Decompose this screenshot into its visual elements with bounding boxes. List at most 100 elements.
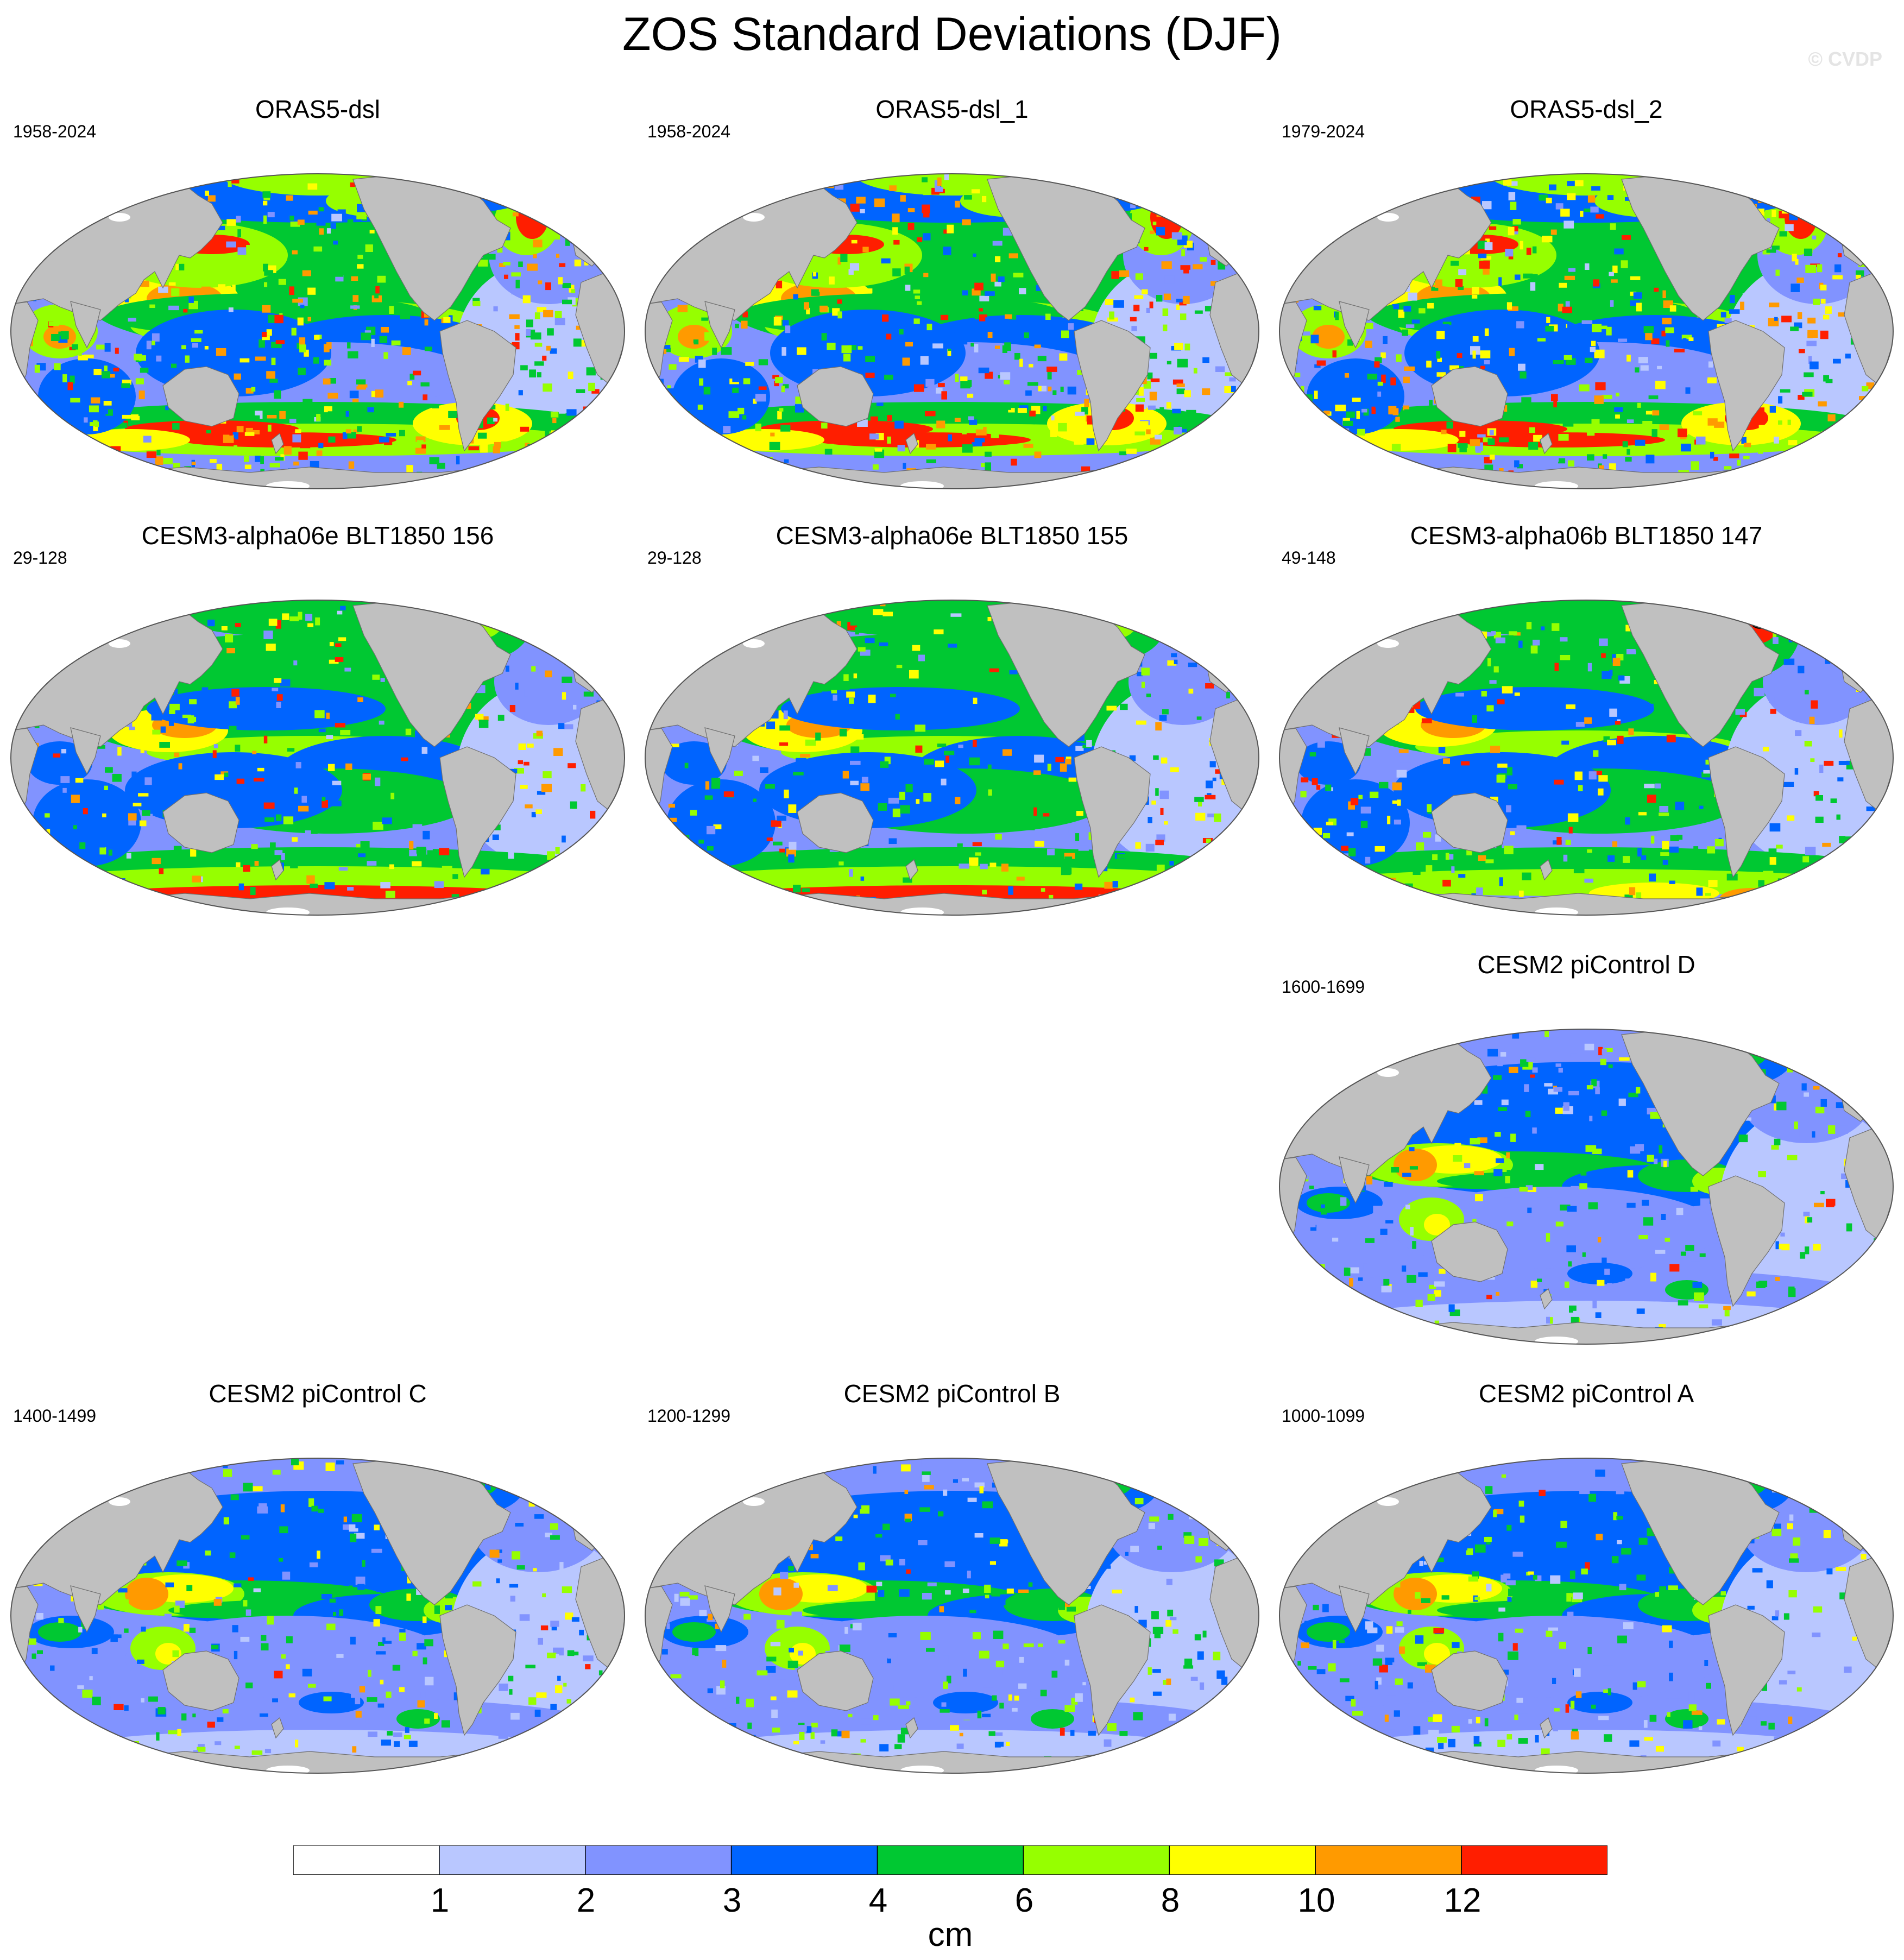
speckle — [128, 318, 136, 322]
speckle — [1410, 474, 1417, 478]
speckle — [847, 1458, 856, 1463]
speckle — [1837, 253, 1842, 257]
speckle — [1207, 814, 1218, 817]
speckle — [1865, 846, 1871, 853]
speckle — [1228, 400, 1234, 407]
speckle — [263, 735, 268, 743]
speckle — [673, 231, 678, 239]
speckle — [1198, 216, 1208, 224]
speckle — [173, 463, 180, 470]
speckle — [1152, 911, 1158, 915]
speckle — [1295, 262, 1301, 270]
panel-title: CESM3-alpha06b BLT1850 147 — [1410, 521, 1763, 550]
speckle — [515, 280, 520, 288]
speckle — [985, 462, 991, 471]
speckle — [1213, 1652, 1221, 1661]
speckle — [1206, 839, 1211, 843]
speckle — [1617, 719, 1621, 723]
speckle — [1763, 747, 1769, 752]
speckle — [1294, 461, 1299, 468]
speckle — [960, 381, 971, 389]
speckle — [1596, 214, 1604, 219]
speckle — [255, 356, 266, 361]
land-greenland — [1751, 601, 1804, 631]
speckle — [855, 627, 859, 635]
speckle — [837, 311, 842, 319]
speckle — [375, 1651, 386, 1655]
speckle — [1724, 466, 1732, 470]
speckle — [1815, 816, 1824, 823]
speckle — [1810, 186, 1820, 192]
speckle — [1299, 625, 1303, 633]
speckle — [497, 890, 506, 896]
speckle — [1148, 405, 1156, 410]
speckle — [350, 182, 355, 187]
speckle — [1771, 210, 1776, 217]
speckle — [1592, 1301, 1597, 1309]
speckle — [663, 685, 667, 690]
speckle — [656, 453, 663, 458]
speckle — [892, 227, 898, 235]
speckle — [527, 631, 534, 640]
speckle — [1402, 329, 1408, 336]
speckle — [379, 437, 389, 443]
speckle — [1693, 846, 1699, 853]
speckle — [960, 1502, 964, 1510]
speckle — [615, 423, 621, 430]
speckle — [1774, 437, 1779, 444]
speckle — [1218, 211, 1229, 219]
speckle — [1218, 796, 1227, 803]
speckle — [611, 1775, 616, 1784]
speckle — [417, 1700, 425, 1708]
speckle — [1222, 1757, 1232, 1764]
speckle — [820, 1740, 825, 1744]
speckle — [157, 1707, 166, 1715]
speckle — [1587, 663, 1592, 672]
speckle — [98, 885, 109, 890]
speckle — [349, 1585, 353, 1591]
speckle — [1145, 411, 1152, 418]
speckle — [111, 1634, 122, 1638]
speckle — [1400, 762, 1411, 768]
speckle — [1647, 1155, 1654, 1162]
speckle — [61, 480, 68, 486]
speckle — [1558, 434, 1569, 441]
speckle — [1475, 1194, 1483, 1201]
speckle — [885, 1559, 893, 1566]
ocean-field — [781, 687, 1020, 730]
speckle — [969, 1610, 976, 1614]
speckle — [1780, 1232, 1785, 1237]
speckle — [841, 313, 849, 322]
speckle — [674, 630, 679, 638]
speckle — [677, 319, 687, 324]
speckle — [765, 1760, 771, 1764]
speckle — [670, 817, 677, 822]
speckle — [609, 235, 613, 240]
speckle — [511, 272, 521, 277]
speckle — [290, 221, 300, 227]
speckle — [375, 1606, 382, 1614]
speckle — [1625, 817, 1630, 825]
speckle — [870, 416, 878, 421]
speckle — [806, 307, 810, 314]
speckle — [402, 347, 411, 355]
speckle — [345, 429, 351, 434]
speckle — [1812, 1131, 1815, 1138]
speckle — [1695, 436, 1706, 445]
speckle — [1379, 782, 1389, 789]
speckle — [666, 429, 677, 436]
speckle — [29, 829, 40, 834]
speckle — [72, 639, 77, 645]
speckle — [1153, 755, 1159, 760]
speckle — [1608, 1064, 1613, 1068]
speckle — [1823, 314, 1830, 320]
speckle — [405, 1727, 409, 1733]
speckle — [43, 1510, 51, 1515]
speckle — [173, 846, 182, 854]
speckle — [704, 795, 713, 800]
speckle — [407, 381, 412, 386]
speckle — [834, 185, 844, 190]
speckle — [93, 424, 98, 431]
speckle — [1209, 761, 1216, 767]
speckle — [777, 411, 782, 420]
